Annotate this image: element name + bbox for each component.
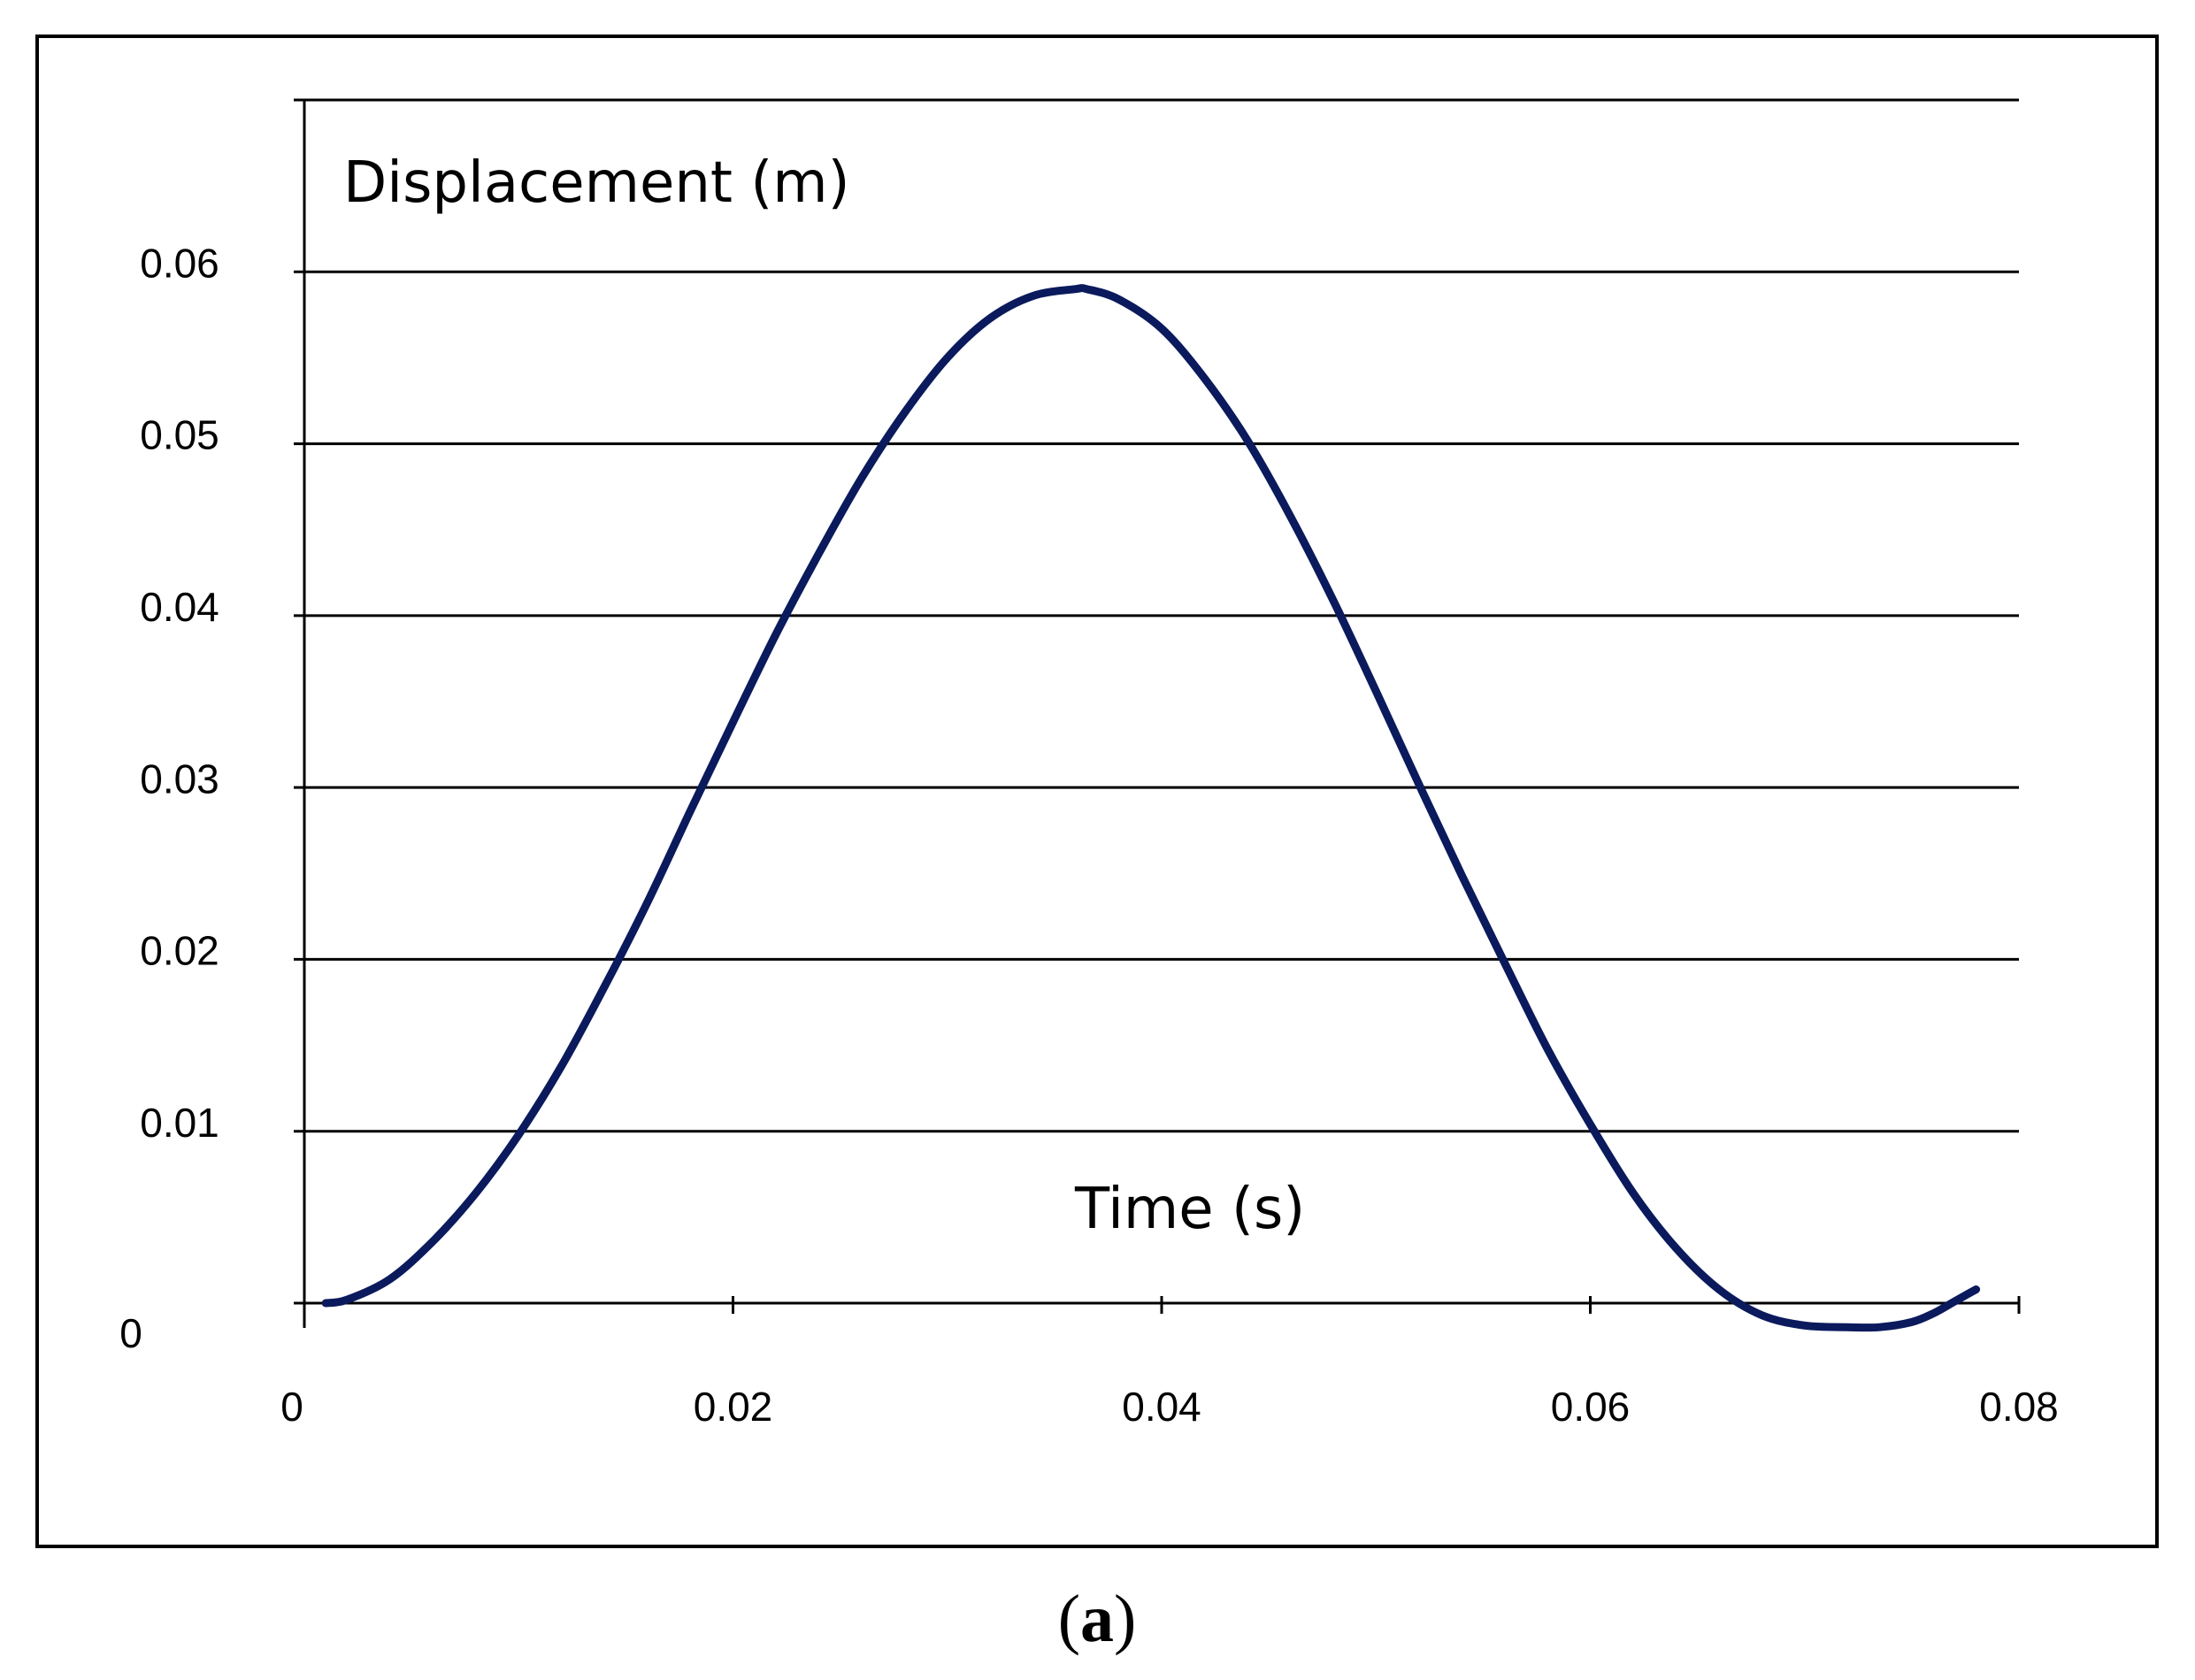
figure-caption: (a) (1058, 1582, 1137, 1656)
series-group (321, 284, 1981, 1332)
chart-frame (35, 35, 2159, 1548)
gridlines (294, 98, 2019, 1133)
y-tick-label-2: 0.02 (140, 928, 219, 974)
x-tick-labels: 0 0.02 0.04 0.06 0.08 (280, 1384, 2059, 1430)
caption-letter: a (1080, 1582, 1114, 1656)
caption-open-paren: ( (1058, 1582, 1080, 1656)
y-tick-labels: 0 0.01 0.02 0.03 0.04 0.05 0.06 (119, 240, 219, 1356)
y-axis-label: Displacement (m) (343, 150, 850, 216)
series-line-0 (321, 284, 1981, 1332)
x-tick-label-2: 0.04 (1122, 1384, 1201, 1430)
y-tick-label-3: 0.03 (140, 756, 219, 802)
x-tick-label-1: 0.02 (694, 1384, 773, 1430)
y-tick-label-5: 0.05 (140, 412, 219, 458)
x-tick-label-3: 0.06 (1551, 1384, 1631, 1430)
x-tick-label-0: 0 (280, 1384, 303, 1430)
y-tick-label-0: 0 (119, 1310, 142, 1356)
axes (294, 100, 2021, 1328)
x-axis-label: Time (s) (1074, 1177, 1305, 1242)
y-tick-label-4: 0.04 (140, 584, 219, 630)
x-tick-label-4: 0.08 (1979, 1384, 2059, 1430)
caption-close-paren: ) (1114, 1582, 1136, 1656)
y-tick-label-6: 0.06 (140, 240, 219, 286)
y-tick-label-1: 0.01 (140, 1100, 219, 1146)
